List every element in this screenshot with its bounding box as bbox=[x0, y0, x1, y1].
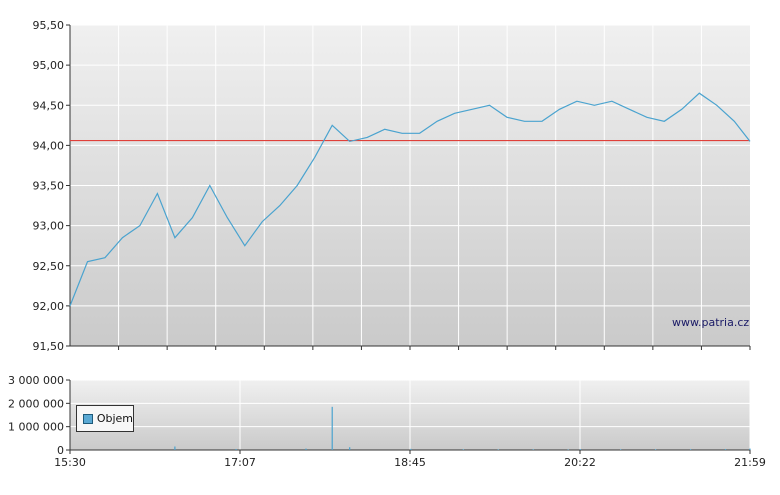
time-axis: 15:30 17:07 18:45 20:22 21:59 bbox=[54, 450, 766, 469]
price-axis: 95,50 95,00 94,50 94,00 93,50 93,00 92,50 92,00… bbox=[33, 19, 751, 353]
time-tick-label: 21:59 bbox=[734, 456, 766, 469]
price-tick-label: 92,00 bbox=[33, 300, 65, 313]
volume-bar bbox=[567, 449, 569, 451]
price-tick-label: 93,50 bbox=[33, 180, 65, 193]
price-tick-label: 94,50 bbox=[33, 99, 65, 112]
volume-bar bbox=[410, 448, 412, 450]
volume-bar bbox=[749, 448, 751, 450]
volume-bar bbox=[497, 449, 499, 450]
price-tick-label: 92,50 bbox=[33, 260, 65, 273]
volume-bar bbox=[655, 449, 657, 450]
volume-tick-label: 1 000 000 bbox=[8, 421, 64, 434]
price-line bbox=[69, 92, 751, 307]
price-tick-label: 94,00 bbox=[33, 139, 65, 152]
time-tick-label: 17:07 bbox=[224, 456, 256, 469]
volume-tick-label: 2 000 000 bbox=[8, 397, 64, 410]
volume-bar bbox=[532, 449, 534, 450]
volume-axis: 3 000 000 2 000 000 1 000 000 0 bbox=[8, 374, 750, 457]
volume-legend: Objem bbox=[76, 405, 134, 432]
legend-swatch-icon bbox=[83, 413, 93, 424]
price-tick-label: 91,50 bbox=[33, 340, 65, 353]
volume-bar bbox=[174, 446, 176, 450]
price-tick-label: 95,50 bbox=[33, 19, 65, 32]
volume-bar bbox=[462, 449, 464, 450]
legend-label: Objem bbox=[96, 412, 133, 425]
time-tick-label: 18:45 bbox=[394, 456, 426, 469]
volume-bar bbox=[235, 449, 237, 450]
volume-tick-label: 0 bbox=[57, 444, 64, 457]
price-tick-label: 93,00 bbox=[33, 220, 65, 233]
price-grid bbox=[70, 24, 750, 347]
volume-bar bbox=[689, 449, 692, 450]
source-watermark[interactable]: www.patria.cz bbox=[672, 316, 750, 329]
volume-bar bbox=[579, 449, 582, 450]
volume-bar bbox=[724, 449, 727, 450]
volume-tick-label: 3 000 000 bbox=[8, 374, 64, 387]
time-tick-label: 20:22 bbox=[564, 456, 596, 469]
volume-bar bbox=[349, 447, 351, 450]
volume-bar bbox=[305, 448, 307, 450]
volume-bar bbox=[620, 449, 622, 450]
volume-bar bbox=[331, 406, 333, 450]
volume-bars bbox=[174, 406, 751, 451]
price-tick-label: 95,00 bbox=[33, 59, 65, 72]
time-tick-label: 15:30 bbox=[54, 456, 86, 469]
